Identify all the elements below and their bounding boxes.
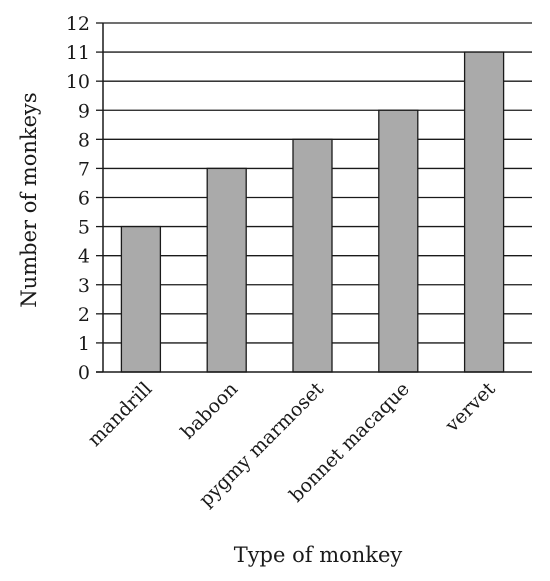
bar-baboon <box>206 167 247 373</box>
bar-bonnet-macaque <box>378 109 419 373</box>
y-tick-label: 0 <box>78 362 90 384</box>
bars <box>120 51 505 373</box>
y-tick-label: 6 <box>78 188 90 210</box>
x-axis-title: Type of monkey <box>234 543 403 567</box>
y-tick-label: 9 <box>78 100 90 122</box>
y-tick-label: 10 <box>66 71 90 93</box>
bar-vervet <box>463 51 505 373</box>
y-tick-label: 4 <box>78 246 90 268</box>
bar-pygmy-marmoset <box>292 138 333 373</box>
y-tick-label: 11 <box>66 42 90 64</box>
y-axis-title: Number of monkeys <box>17 92 41 307</box>
x-tick-label: vervet <box>440 378 499 437</box>
x-tick-label: baboon <box>177 378 243 444</box>
y-tick-label: 5 <box>78 217 90 239</box>
bar-mandrill <box>120 225 162 373</box>
axes <box>96 22 532 373</box>
y-tick-label: 8 <box>78 129 90 151</box>
y-tick-label: 1 <box>78 333 90 355</box>
y-tick-label: 3 <box>78 275 90 297</box>
y-tick-label: 2 <box>78 304 90 326</box>
y-tick-label: 7 <box>78 158 90 180</box>
y-tick-label: 12 <box>66 13 90 35</box>
x-tick-label: mandrill <box>84 378 157 451</box>
